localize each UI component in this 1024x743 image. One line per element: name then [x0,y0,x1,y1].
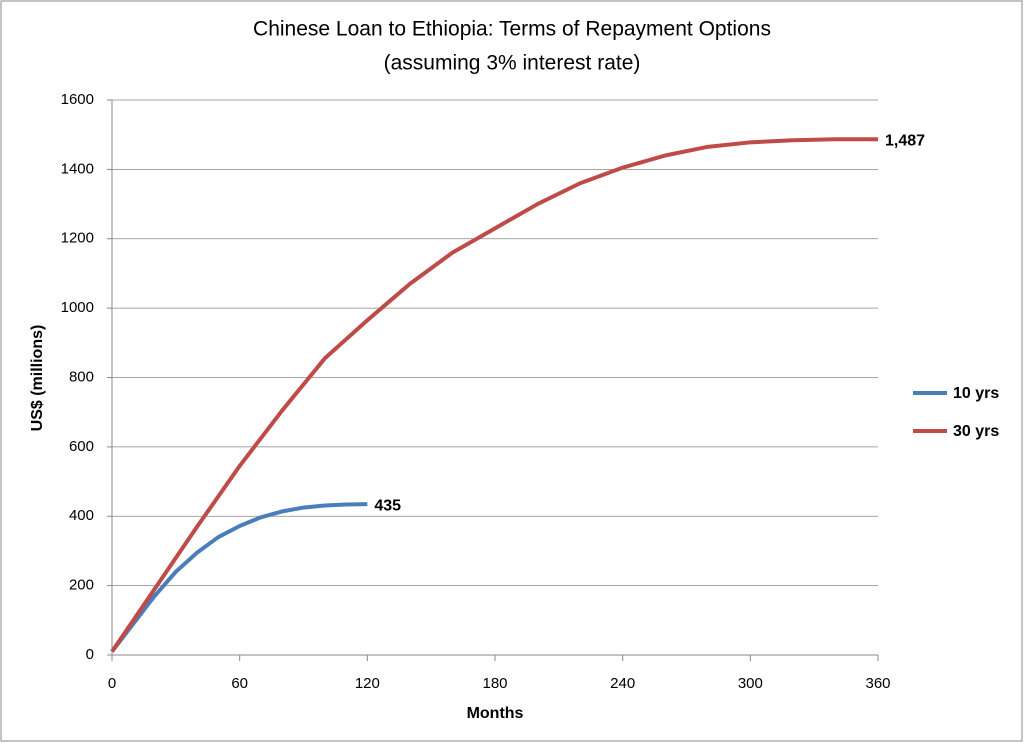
y-axis-title: US$ (millions) [29,325,46,432]
data-label: 435 [374,497,401,514]
y-tick-label: 0 [86,646,94,663]
legend-label: 10 yrs [953,385,999,402]
y-tick-label: 600 [69,438,94,455]
y-tick-label: 1000 [61,299,94,316]
line [110,137,878,653]
x-tick-label: 0 [108,675,116,692]
y-tick-label: 200 [69,577,94,594]
x-tick-label: 360 [865,675,890,692]
y-tick-label: 400 [69,507,94,524]
y-tick-label: 1200 [61,230,94,247]
x-axis-title: Months [467,705,524,722]
y-tick-label: 1600 [61,91,94,108]
x-tick-label: 240 [610,675,635,692]
y-tick-label: 1400 [61,160,94,177]
x-tick-label: 300 [738,675,763,692]
line [110,502,368,653]
data-label: 1,487 [885,132,925,149]
y-tick-label: 800 [69,368,94,385]
chart-title: Chinese Loan to Ethiopia: Terms of Repay… [253,18,771,41]
x-tick-label: 180 [482,675,507,692]
x-tick-label: 120 [355,675,380,692]
legend-label: 30 yrs [953,423,999,440]
chart-subtitle: (assuming 3% interest rate) [384,52,641,75]
x-tick-label: 60 [231,675,248,692]
